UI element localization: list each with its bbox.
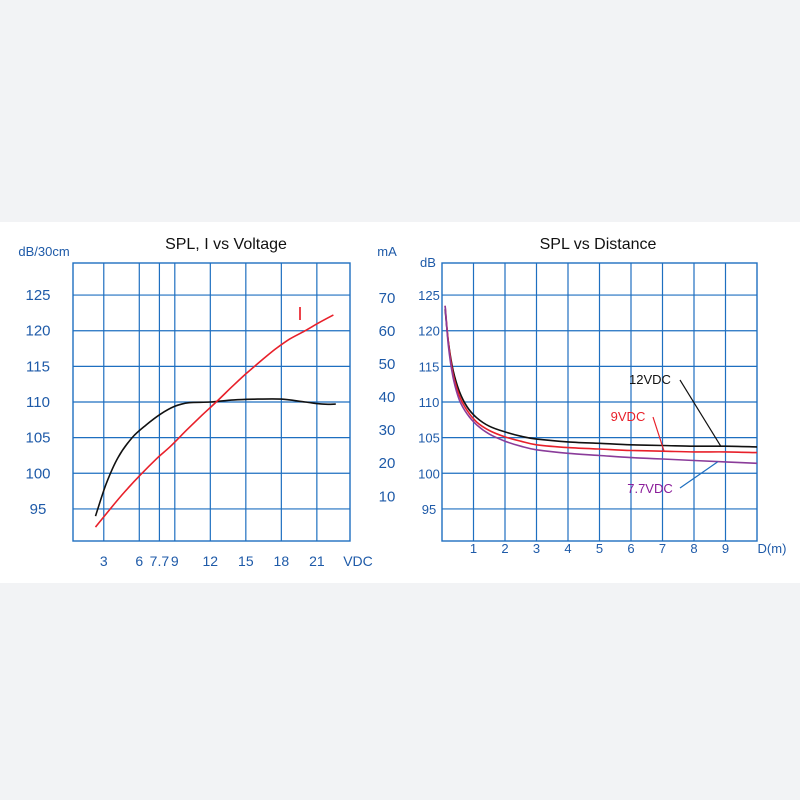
label-leader-9vdc (652, 416, 665, 452)
chart1-x-tick-label: 21 (309, 553, 325, 569)
chart1-y-left-tick-label: 105 (25, 430, 50, 447)
chart2-y-tick-label: 125 (418, 288, 440, 303)
chart2-x-tick-label: 1 (470, 541, 477, 556)
chart1-x-tick-label: 7.7 (150, 553, 170, 569)
chart-spl-current-vs-voltage: SPL, I vs Voltage dB/30cm mA VDC 3 6 7.7 9 1… (18, 236, 397, 569)
chart2-y-label: dB (420, 255, 436, 270)
chart1-x-tick-label: 3 (100, 553, 108, 569)
chart2-x-tick-label: 3 (533, 541, 540, 556)
chart1-y-left-tick-label: 120 (25, 323, 50, 340)
chart2-series-9vdc-line (444, 305, 758, 454)
chart1-x-tick-label: 12 (203, 553, 219, 569)
chart1-y-right-tick-label: 60 (379, 323, 396, 340)
chart2-x-label: D(m) (758, 541, 787, 556)
chart2-y-tick-label: 110 (419, 395, 440, 410)
chart1-y-left-tick-label: 100 (25, 465, 50, 482)
chart2-y-tick-label: 115 (419, 359, 440, 374)
chart2-x-tick-label: 6 (627, 541, 634, 556)
chart2-x-tick-label: 8 (690, 541, 697, 556)
chart-spl-vs-distance: SPL vs Distance dB D(m) 1 2 3 4 5 6 7 8 9 95 100 1… (418, 236, 786, 556)
chart2-y-ticks: 95 100 105 110 115 120 125 (418, 288, 440, 517)
chart2-x-tick-label: 2 (501, 541, 508, 556)
chart1-annotation-current: I (297, 304, 302, 324)
label-leader-7-7vdc (679, 461, 718, 489)
series-label-12vdc: 12VDC (629, 372, 671, 387)
chart1-x-ticks: 3 6 7.7 9 12 15 18 21 (100, 553, 325, 569)
chart2-series-7-7vdc-line (444, 305, 758, 465)
chart1-y-right-tick-label: 50 (379, 356, 396, 373)
chart1-y-left-tick-label: 125 (25, 287, 50, 304)
series-label-7-7vdc: 7.7VDC (627, 481, 673, 496)
chart2-x-tick-label: 5 (596, 541, 603, 556)
chart1-x-tick-label: 6 (135, 553, 143, 569)
series-label-9vdc: 9VDC (611, 409, 646, 424)
chart1-y-left-tick-label: 95 (30, 501, 47, 518)
chart2-x-ticks: 1 2 3 4 5 6 7 8 9 (470, 541, 729, 556)
chart2-x-tick-label: 4 (564, 541, 571, 556)
chart1-x-label: VDC (343, 553, 373, 569)
chart1-y-right-label: mA (377, 244, 397, 259)
chart2-y-tick-label: 100 (418, 466, 440, 481)
chart2-x-tick-label: 9 (722, 541, 729, 556)
chart1-y-right-tick-label: 70 (379, 290, 396, 307)
chart1-y-right-tick-label: 20 (379, 455, 396, 472)
chart1-y-left-tick-label: 115 (26, 358, 50, 375)
chart2-y-tick-label: 95 (422, 502, 436, 517)
chart2-y-tick-label: 105 (418, 431, 440, 446)
chart2-series-12vdc-line (444, 309, 758, 448)
chart1-y-right-tick-label: 40 (379, 389, 396, 406)
chart2-series-labels: 12VDC 9VDC 7.7VDC (611, 372, 722, 496)
chart1-y-left-ticks: 95 100 105 110 115 120 125 (25, 287, 50, 518)
chart2-grid (441, 262, 758, 542)
chart1-series-current-line (94, 314, 334, 528)
chart1-series-spl-line (94, 398, 336, 517)
chart1-title: SPL, I vs Voltage (165, 236, 287, 253)
chart1-y-right-tick-label: 30 (379, 422, 396, 439)
chart2-series (444, 305, 758, 465)
chart1-x-tick-label: 9 (171, 553, 179, 569)
chart1-series (94, 314, 336, 528)
chart1-y-left-tick-label: 110 (26, 394, 50, 411)
chart1-y-right-tick-label: 10 (379, 488, 396, 505)
chart1-x-tick-label: 15 (238, 553, 254, 569)
chart2-title: SPL vs Distance (540, 236, 657, 253)
chart1-grid (72, 262, 351, 542)
chart1-y-right-ticks: 10 20 30 40 50 60 70 (379, 290, 396, 506)
label-leader-12vdc (679, 379, 722, 447)
chart2-x-tick-label: 7 (659, 541, 666, 556)
chart1-x-tick-label: 18 (274, 553, 290, 569)
chart1-y-left-label: dB/30cm (18, 244, 69, 259)
chart2-y-tick-label: 120 (418, 324, 440, 339)
